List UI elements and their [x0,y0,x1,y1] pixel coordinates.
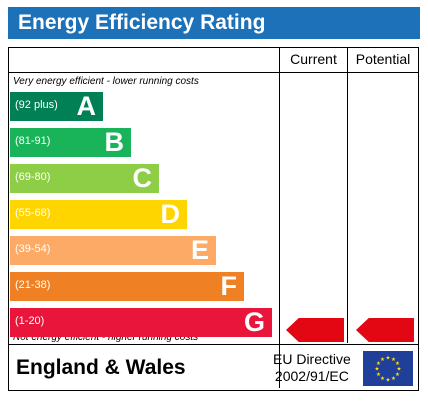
header-divider [9,72,418,73]
potential-rating-arrow [356,318,414,342]
star-icon: ★ [380,356,385,363]
band-d-letter: D [160,199,181,229]
directive-line-2: 2002/91/EC [274,368,349,384]
band-d: (55-68) D [10,199,187,229]
page-title: Energy Efficiency Rating [18,11,266,34]
band-b-letter: B [104,127,125,157]
bottom-note: Not energy efficient - higher running co… [13,332,199,343]
band-e: (39-54) E [10,235,216,265]
star-icon: ★ [391,356,396,363]
region-label: England & Wales [16,356,186,379]
star-icon: ★ [395,360,400,367]
band-f: (21-38) F [10,271,244,301]
band-a-letter: A [76,91,97,121]
directive-line-1: EU Directive [273,351,351,367]
directive-label: EU Directive 2002/91/EC [273,351,351,385]
current-column-divider [279,48,280,388]
star-icon: ★ [386,355,391,362]
potential-column-divider [347,48,348,343]
star-icon: ★ [386,377,391,384]
current-rating-arrow [286,318,344,342]
band-g-letter: G [243,307,265,337]
rating-table: Current Potential Very energy efficient … [8,47,419,391]
band-g-range: (1-20) [15,315,45,327]
star-icon: ★ [391,375,396,382]
band-c-letter: C [132,163,153,193]
band-b-range: (81-91) [15,135,51,147]
footer-divider [9,344,418,345]
title-bar: Energy Efficiency Rating [8,7,420,39]
band-b: (81-91) B [10,127,131,157]
star-icon: ★ [380,375,385,382]
star-icon: ★ [376,360,381,367]
star-icon: ★ [395,371,400,378]
eu-flag-icon: ★★★★★★★★★ ★ ★★ [363,351,413,386]
band-e-range: (39-54) [15,243,51,255]
star-icon: ★ [397,366,402,373]
band-a: (92 plus) A [10,91,103,121]
column-header-current: Current [290,51,337,67]
band-e-letter: E [190,235,209,265]
star-icon: ★ [375,366,380,373]
band-a-range: (92 plus) [15,99,58,111]
top-note: Very energy efficient - lower running co… [13,76,199,87]
band-f-letter: F [220,271,238,301]
band-d-range: (55-68) [15,207,51,219]
band-g: (1-20) G [10,307,272,337]
column-header-potential: Potential [355,51,411,67]
band-f-range: (21-38) [15,279,51,291]
star-icon: ★ [376,371,381,378]
band-c-range: (69-80) [15,171,51,183]
band-c: (69-80) C [10,163,159,193]
